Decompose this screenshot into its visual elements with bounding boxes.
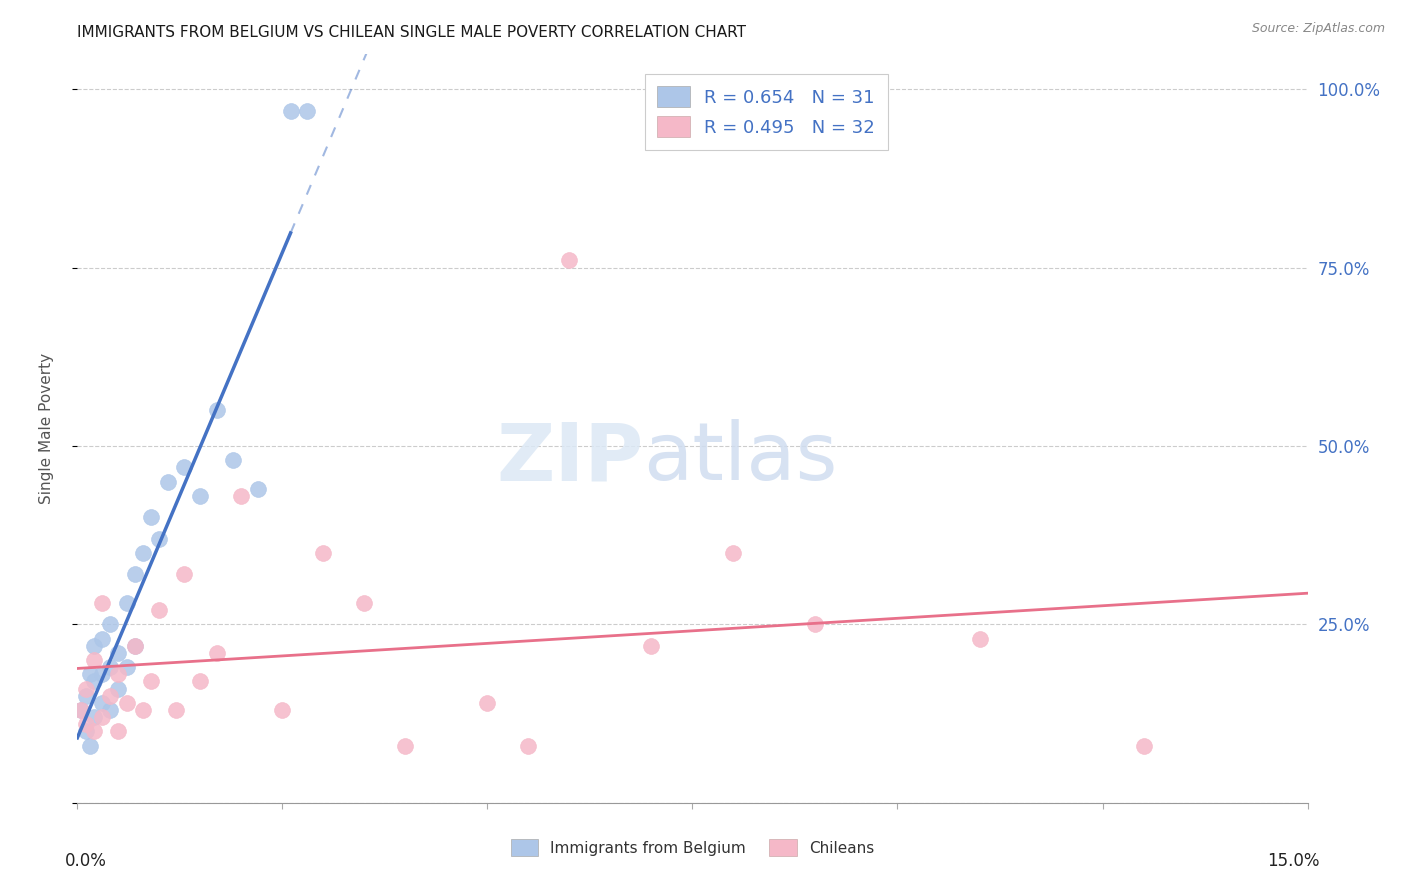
Point	[107, 681, 129, 696]
Point	[394, 739, 416, 753]
Point	[1132, 739, 1154, 753]
Point	[83, 639, 105, 653]
Point	[141, 674, 163, 689]
Point	[75, 724, 97, 739]
Point	[79, 739, 101, 753]
Point	[115, 696, 138, 710]
Point	[90, 696, 114, 710]
Text: 0.0%: 0.0%	[65, 852, 107, 870]
Point	[83, 724, 105, 739]
Text: ZIP: ZIP	[496, 419, 644, 497]
Point	[280, 103, 302, 118]
Point	[141, 510, 163, 524]
Point	[83, 653, 105, 667]
Point	[148, 603, 170, 617]
Point	[640, 639, 662, 653]
Point	[132, 703, 155, 717]
Legend: Immigrants from Belgium, Chileans: Immigrants from Belgium, Chileans	[505, 833, 880, 863]
Point	[90, 596, 114, 610]
Point	[107, 667, 129, 681]
Point	[205, 646, 228, 660]
Point	[98, 703, 121, 717]
Point	[75, 681, 97, 696]
Point	[173, 460, 195, 475]
Point	[353, 596, 375, 610]
Point	[70, 703, 93, 717]
Y-axis label: Single Male Poverty: Single Male Poverty	[39, 352, 53, 504]
Point	[107, 646, 129, 660]
Point	[115, 660, 138, 674]
Point	[188, 489, 212, 503]
Point	[90, 710, 114, 724]
Text: atlas: atlas	[644, 419, 838, 497]
Point	[205, 403, 228, 417]
Point	[165, 703, 187, 717]
Point	[98, 660, 121, 674]
Point	[312, 546, 335, 560]
Point	[173, 567, 195, 582]
Point	[246, 482, 269, 496]
Point	[271, 703, 294, 717]
Point	[517, 739, 540, 753]
Point	[70, 703, 93, 717]
Text: Source: ZipAtlas.com: Source: ZipAtlas.com	[1251, 22, 1385, 36]
Point	[83, 674, 105, 689]
Point	[124, 639, 146, 653]
Point	[295, 103, 318, 118]
Point	[75, 717, 97, 731]
Point	[107, 724, 129, 739]
Point	[156, 475, 179, 489]
Point	[188, 674, 212, 689]
Point	[75, 689, 97, 703]
Point	[231, 489, 253, 503]
Point	[132, 546, 155, 560]
Point	[723, 546, 745, 560]
Point	[804, 617, 827, 632]
Point	[124, 567, 146, 582]
Point	[222, 453, 245, 467]
Text: IMMIGRANTS FROM BELGIUM VS CHILEAN SINGLE MALE POVERTY CORRELATION CHART: IMMIGRANTS FROM BELGIUM VS CHILEAN SINGL…	[77, 25, 747, 40]
Point	[148, 532, 170, 546]
Point	[90, 632, 114, 646]
Point	[477, 696, 499, 710]
Point	[558, 253, 581, 268]
Point	[115, 596, 138, 610]
Point	[90, 667, 114, 681]
Point	[98, 617, 121, 632]
Point	[969, 632, 991, 646]
Point	[79, 667, 101, 681]
Point	[98, 689, 121, 703]
Point	[124, 639, 146, 653]
Point	[83, 710, 105, 724]
Text: 15.0%: 15.0%	[1267, 852, 1320, 870]
